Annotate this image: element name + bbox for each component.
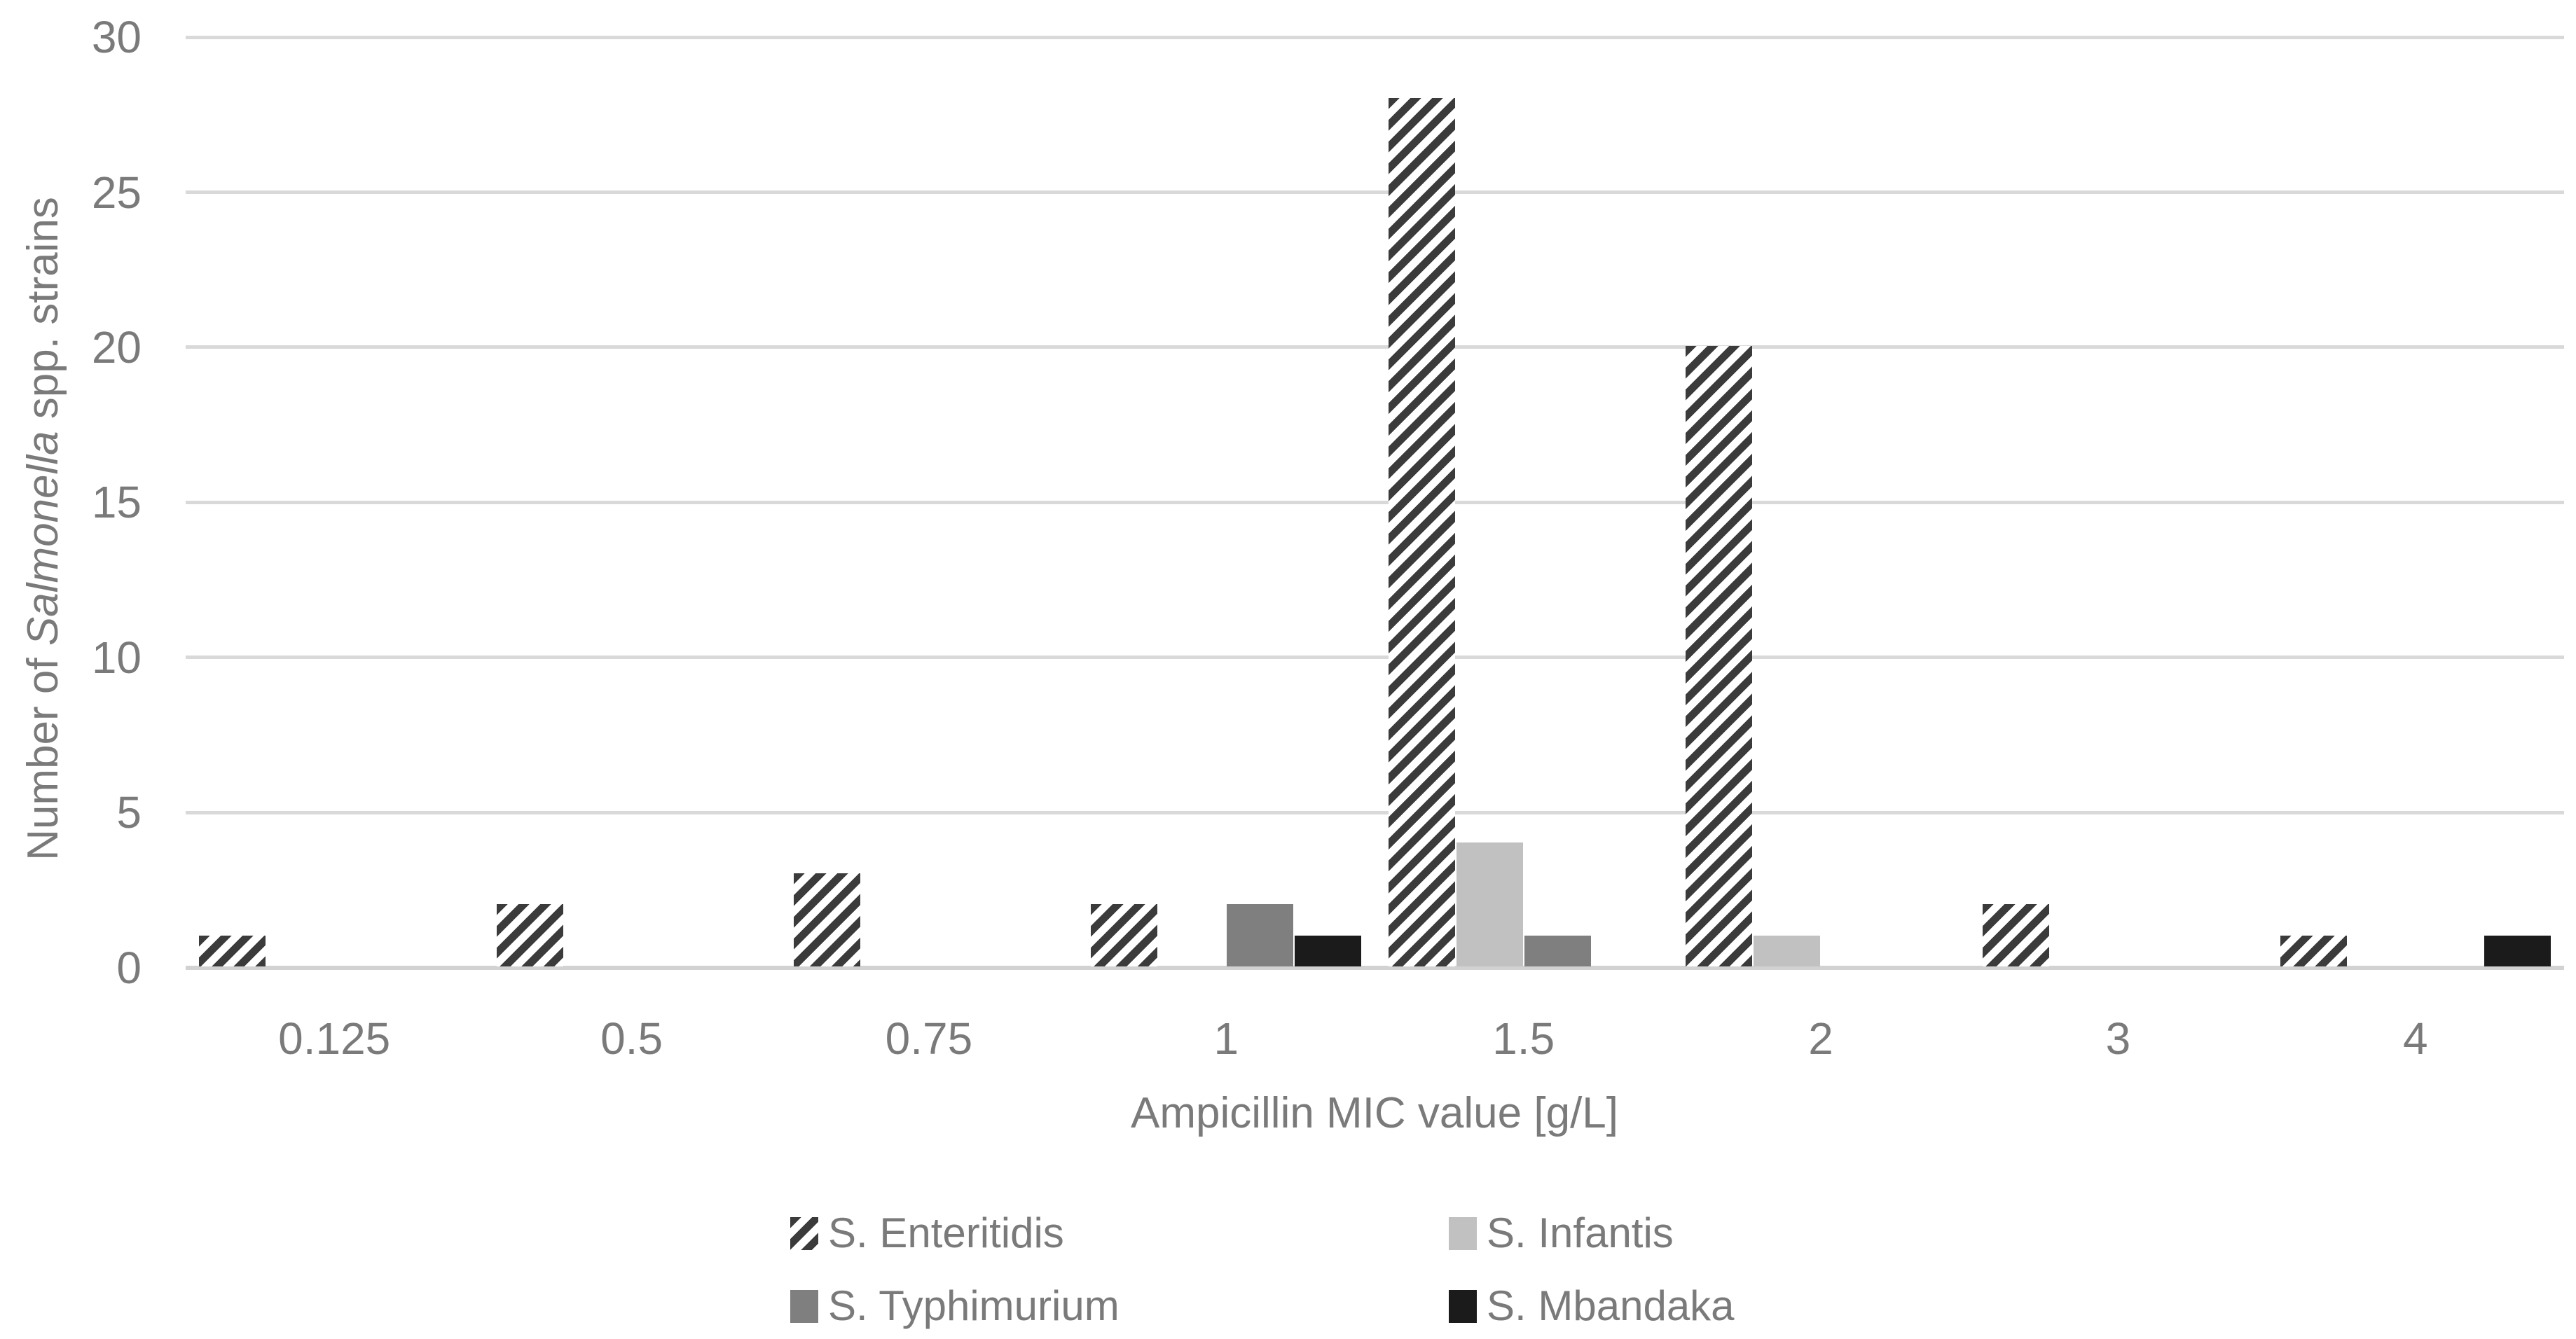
legend-label-enteritidis: S. Enteritidis: [828, 1209, 1064, 1256]
y-tick-label-0: 0: [116, 942, 142, 993]
y-tick-label-5: 5: [116, 787, 142, 838]
bar-infantis-1.5: [1456, 842, 1523, 966]
legend-swatch-mbandaka: [1449, 1289, 1477, 1323]
x-tick-label-3: 3: [2105, 1013, 2131, 1064]
bar-typhimurium-1.5: [1524, 935, 1591, 966]
x-axis-title: Ampicillin MIC value [g/L]: [1130, 1089, 1619, 1137]
y-tick-label-10: 10: [91, 632, 142, 683]
x-tick-label-0.5: 0.5: [600, 1013, 663, 1064]
x-axis-line: [186, 965, 2564, 970]
x-tick-label-0.75: 0.75: [885, 1013, 973, 1064]
gridline-20: [186, 345, 2564, 349]
legend-label-infantis: S. Infantis: [1487, 1209, 1674, 1256]
gridline-15: [186, 500, 2564, 504]
bar-enteritidis-0.75: [793, 873, 860, 966]
bar-typhimurium-1: [1227, 904, 1294, 966]
gridline-10: [186, 655, 2564, 660]
x-tick-label-0.125: 0.125: [278, 1013, 391, 1064]
gridline-30: [186, 35, 2564, 39]
legend-label-typhimurium: S. Typhimurium: [828, 1282, 1120, 1329]
bar-enteritidis-0.5: [496, 904, 563, 966]
y-tick-label-30: 30: [91, 12, 142, 63]
bar-mbandaka-1: [1295, 935, 1362, 966]
legend-swatch-infantis: [1449, 1216, 1477, 1250]
bar-infantis-2: [1754, 935, 1821, 966]
gridline-25: [186, 190, 2564, 194]
legend-item-mbandaka: S. Mbandaka: [1449, 1282, 1735, 1331]
legend-swatch-typhimurium: [790, 1289, 818, 1323]
x-tick-label-1.5: 1.5: [1492, 1013, 1555, 1064]
y-tick-label-20: 20: [91, 321, 142, 373]
legend-item-infantis: S. Infantis: [1449, 1209, 1674, 1258]
bar-enteritidis-2: [1686, 346, 1753, 966]
x-tick-label-4: 4: [2403, 1013, 2428, 1064]
legend-swatch-enteritidis: [790, 1216, 818, 1250]
bar-enteritidis-0.125: [199, 935, 266, 966]
bar-mbandaka-4: [2484, 935, 2551, 966]
bar-enteritidis-1.5: [1388, 98, 1455, 966]
legend-item-enteritidis: S. Enteritidis: [790, 1209, 1064, 1258]
bar-enteritidis-4: [2280, 935, 2347, 966]
y-tick-label-25: 25: [91, 167, 142, 218]
legend-label-mbandaka: S. Mbandaka: [1487, 1282, 1735, 1329]
legend-item-typhimurium: S. Typhimurium: [790, 1282, 1120, 1331]
y-tick-label-15: 15: [91, 477, 142, 528]
gridline-5: [186, 810, 2564, 814]
bar-enteritidis-1: [1091, 904, 1158, 966]
bar-enteritidis-3: [1983, 904, 2050, 966]
x-tick-label-2: 2: [1808, 1013, 1833, 1064]
x-tick-label-1: 1: [1213, 1013, 1239, 1064]
